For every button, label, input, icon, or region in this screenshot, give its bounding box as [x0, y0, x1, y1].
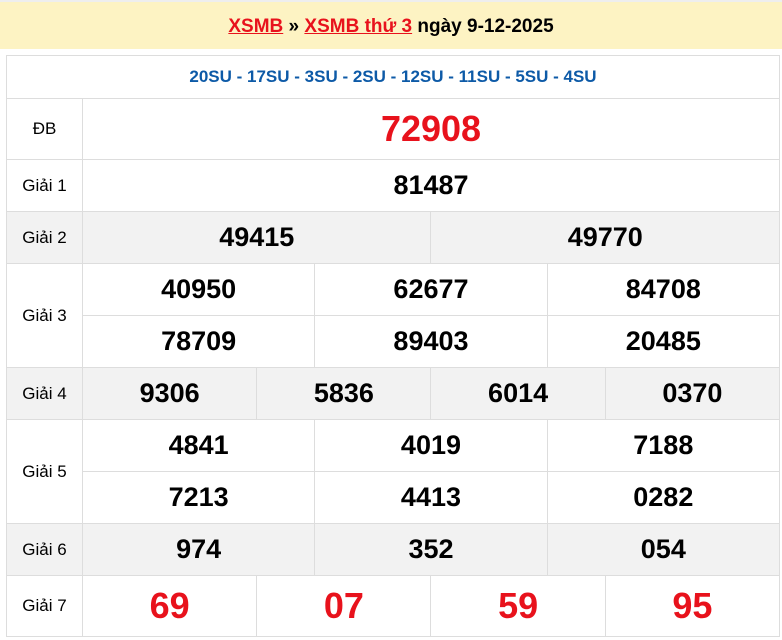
prize-label-g6: Giải 6 [6, 523, 83, 576]
prize-label-db: ĐB [6, 98, 83, 160]
prize-number: 5836 [256, 367, 432, 420]
prize-label-g4: Giải 4 [6, 367, 83, 420]
prize-number: 0282 [546, 471, 781, 524]
prize-number: 81487 [82, 159, 780, 212]
prize-number: 20485 [546, 315, 781, 368]
prize-number: 78709 [81, 315, 316, 368]
prize-number: 40950 [81, 263, 316, 316]
prize-number: 07 [256, 575, 432, 637]
prize-number: 84708 [546, 263, 781, 316]
prize-number: 7213 [81, 471, 316, 524]
date-text: ngày 9-12-2025 [417, 16, 554, 37]
prize-number: 95 [604, 575, 781, 637]
prize-label-g7: Giải 7 [6, 575, 83, 637]
prize-number: 4841 [81, 419, 316, 472]
prize-number: 352 [314, 523, 548, 576]
prize-number: 4413 [314, 471, 548, 524]
prize-number: 0370 [604, 367, 781, 420]
prize-label-g3: Giải 3 [6, 263, 83, 368]
prize-number: 49415 [81, 211, 432, 264]
prize-number: 6014 [430, 367, 606, 420]
results-table: 20SU - 17SU - 3SU - 2SU - 12SU - 11SU - … [6, 55, 781, 637]
prize-number: 974 [81, 523, 316, 576]
prize-number: 59 [430, 575, 606, 637]
prize-number: 7188 [546, 419, 781, 472]
prize-number: 054 [546, 523, 781, 576]
xsmb-thu3-link[interactable]: XSMB thứ 3 [304, 16, 413, 37]
prize-number: 62677 [314, 263, 548, 316]
prize-number: 69 [81, 575, 258, 637]
prize-number: 9306 [81, 367, 258, 420]
ticket-codes: 20SU - 17SU - 3SU - 2SU - 12SU - 11SU - … [6, 55, 780, 99]
prize-number: 89403 [314, 315, 548, 368]
prize-number: 4019 [314, 419, 548, 472]
xsmb-link[interactable]: XSMB [228, 16, 284, 37]
breadcrumb-separator: » [288, 16, 300, 37]
special-prize-number: 72908 [82, 98, 780, 160]
prize-number: 49770 [430, 211, 780, 264]
prize-label-g5: Giải 5 [6, 419, 83, 524]
prize-label-g2: Giải 2 [6, 211, 83, 264]
page-header: XSMB » XSMB thứ 3 ngày 9-12-2025 [0, 0, 782, 49]
prize-label-g1: Giải 1 [6, 159, 83, 212]
